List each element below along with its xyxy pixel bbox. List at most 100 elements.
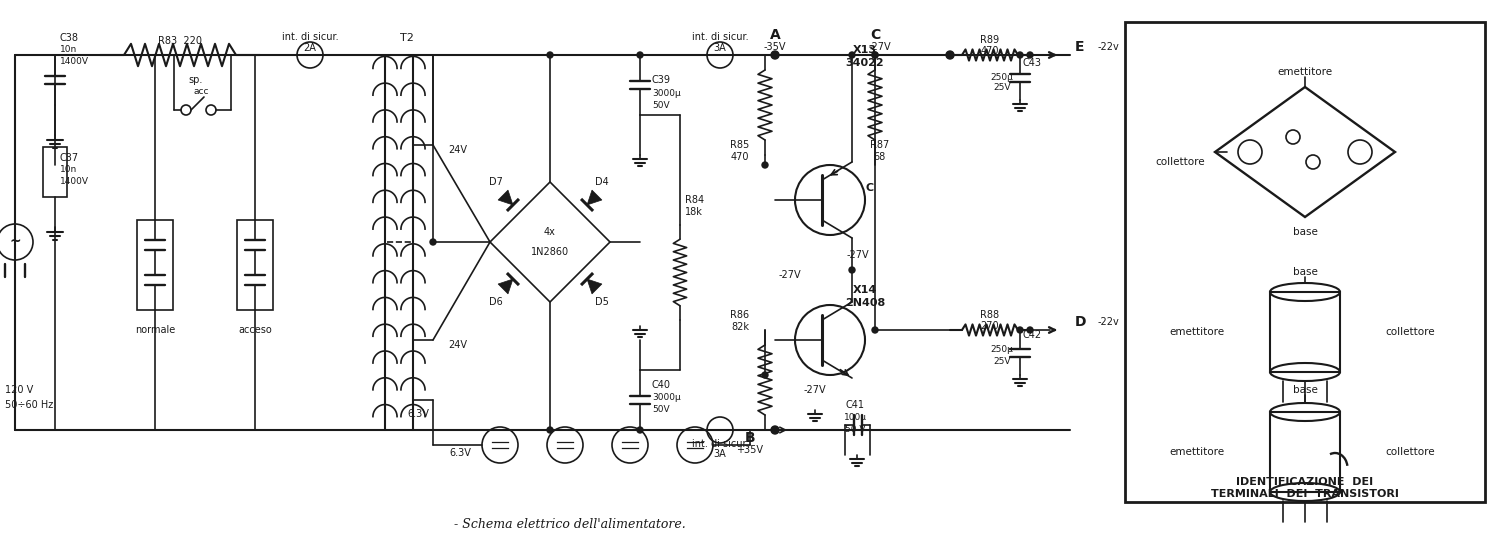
Text: D: D	[1076, 315, 1086, 329]
Circle shape	[548, 52, 554, 58]
Text: 3000µ: 3000µ	[652, 393, 681, 401]
Text: -27V: -27V	[804, 385, 826, 395]
Text: 270: 270	[981, 321, 999, 331]
Text: D6: D6	[489, 297, 502, 307]
Text: 1N2860: 1N2860	[531, 247, 568, 257]
Polygon shape	[586, 279, 602, 294]
Text: -22v: -22v	[1098, 42, 1119, 52]
Text: normale: normale	[135, 325, 176, 335]
Text: -22v: -22v	[1098, 317, 1119, 327]
Text: 4x: 4x	[544, 227, 556, 237]
Circle shape	[762, 162, 768, 168]
Text: int. di sicur.: int. di sicur.	[282, 32, 339, 42]
Polygon shape	[498, 190, 513, 205]
Text: D4: D4	[596, 177, 609, 187]
Text: 3000µ: 3000µ	[652, 89, 681, 97]
Circle shape	[871, 52, 877, 58]
Circle shape	[871, 52, 877, 58]
Text: D7: D7	[489, 177, 502, 187]
Circle shape	[548, 427, 554, 433]
Text: C40: C40	[652, 380, 670, 390]
Bar	[1270, 412, 1340, 492]
Bar	[44, 147, 68, 197]
Circle shape	[849, 52, 855, 58]
Text: C42: C42	[1023, 330, 1041, 340]
Text: 2A: 2A	[303, 43, 316, 53]
Text: R84: R84	[686, 195, 703, 205]
Text: C39: C39	[652, 75, 670, 85]
Text: 3A: 3A	[714, 449, 726, 459]
Text: E: E	[1076, 40, 1084, 54]
Text: acceso: acceso	[238, 325, 272, 335]
Text: R85: R85	[730, 140, 750, 150]
Bar	[1270, 292, 1340, 372]
Text: 50÷60 Hz: 50÷60 Hz	[4, 400, 54, 410]
Text: 25V: 25V	[993, 358, 1011, 366]
Polygon shape	[586, 190, 602, 205]
Text: collettore: collettore	[1384, 327, 1434, 337]
Bar	[136, 220, 172, 310]
Text: R83  220: R83 220	[158, 36, 203, 46]
Text: 470: 470	[730, 152, 750, 162]
Text: IDENTIFICAZIONE  DEI: IDENTIFICAZIONE DEI	[1236, 477, 1374, 487]
Text: C: C	[865, 183, 873, 193]
Text: 50V: 50V	[652, 101, 669, 109]
Polygon shape	[498, 279, 513, 294]
Text: T2: T2	[400, 33, 414, 43]
Circle shape	[638, 52, 644, 58]
Text: 120 V: 120 V	[4, 385, 33, 395]
Text: R86: R86	[730, 310, 750, 320]
Circle shape	[638, 427, 644, 433]
Text: 470: 470	[981, 46, 999, 56]
Text: emettitore: emettitore	[1278, 67, 1332, 77]
Text: 250µ: 250µ	[990, 73, 1014, 82]
Text: C43: C43	[1023, 58, 1041, 68]
Circle shape	[430, 239, 436, 245]
Text: 25V: 25V	[993, 84, 1011, 92]
Circle shape	[1028, 327, 1033, 333]
Text: 100µ: 100µ	[843, 412, 867, 422]
Circle shape	[1017, 327, 1023, 333]
Text: 6.3V: 6.3V	[448, 448, 471, 458]
Text: 2N408: 2N408	[844, 298, 885, 308]
Text: C41: C41	[846, 400, 864, 410]
Text: D5: D5	[596, 297, 609, 307]
Circle shape	[762, 372, 768, 378]
Text: +35V: +35V	[736, 445, 764, 455]
Text: sp.: sp.	[189, 75, 202, 85]
Text: X13: X13	[853, 45, 877, 55]
Circle shape	[1017, 52, 1023, 58]
Text: A: A	[770, 28, 780, 42]
Circle shape	[849, 267, 855, 273]
Text: 1400V: 1400V	[60, 177, 88, 187]
Text: 24V: 24V	[448, 340, 466, 350]
Text: ~: ~	[9, 235, 21, 249]
Text: collettore: collettore	[1384, 447, 1434, 457]
Circle shape	[871, 327, 877, 333]
Text: emettitore: emettitore	[1170, 447, 1226, 457]
Text: 50V: 50V	[652, 404, 669, 414]
Circle shape	[771, 426, 778, 434]
Text: -27V: -27V	[868, 42, 891, 52]
Text: int. di sicur.: int. di sicur.	[692, 439, 748, 449]
Text: 10n: 10n	[60, 45, 78, 55]
Text: 18k: 18k	[686, 207, 703, 217]
Text: 250µ: 250µ	[990, 346, 1014, 354]
Text: 82k: 82k	[730, 322, 748, 332]
Circle shape	[771, 51, 778, 59]
Text: B: B	[744, 431, 756, 445]
Circle shape	[1028, 52, 1033, 58]
Text: 6.3V: 6.3V	[406, 409, 429, 419]
Text: C37: C37	[60, 153, 80, 163]
Text: R89: R89	[981, 35, 999, 45]
Text: -27V: -27V	[778, 270, 801, 280]
Text: emettitore: emettitore	[1170, 327, 1226, 337]
Text: TERMINALI  DEI  TRANSISTORI: TERMINALI DEI TRANSISTORI	[1210, 489, 1400, 499]
Text: base: base	[1293, 385, 1317, 395]
Text: 68: 68	[874, 152, 886, 162]
Text: R87: R87	[870, 140, 889, 150]
Text: -35V: -35V	[764, 42, 786, 52]
Bar	[237, 220, 273, 310]
Text: base: base	[1293, 227, 1317, 237]
Text: C: C	[870, 28, 880, 42]
